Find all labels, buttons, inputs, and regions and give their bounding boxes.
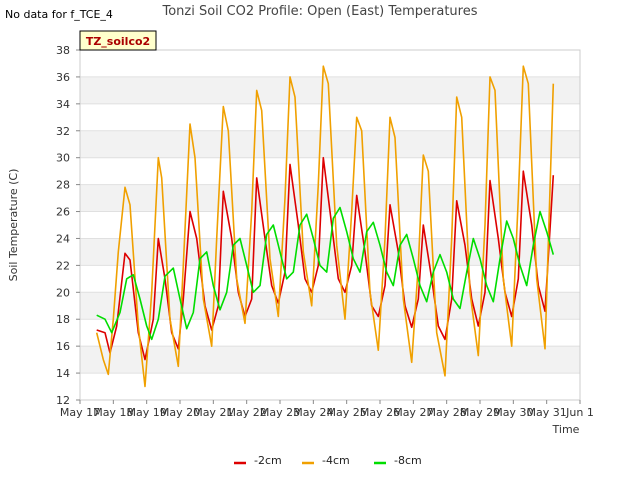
y-tick-label: 36 bbox=[56, 71, 70, 84]
y-tick-label: 20 bbox=[56, 286, 70, 299]
y-tick-label: 14 bbox=[56, 367, 70, 380]
y-tick-label: 30 bbox=[56, 152, 70, 165]
x-tick-label: May 22 bbox=[227, 406, 267, 419]
grid-band bbox=[80, 130, 580, 158]
y-tick-label: 34 bbox=[56, 98, 70, 111]
y-tick-label: 28 bbox=[56, 179, 70, 192]
x-tick-label: May 17 bbox=[60, 406, 100, 419]
x-axis-label: Time bbox=[552, 423, 580, 436]
y-tick-label: 16 bbox=[56, 340, 70, 353]
y-tick-label: 32 bbox=[56, 125, 70, 138]
x-tick-label: May 23 bbox=[260, 406, 300, 419]
grid-band bbox=[80, 76, 580, 104]
x-tick-label: May 19 bbox=[127, 406, 167, 419]
y-tick-label: 38 bbox=[56, 44, 70, 57]
no-data-note: No data for f_TCE_4 bbox=[5, 8, 113, 21]
series-line-minus-8cm bbox=[96, 206, 555, 341]
site-tag-label: TZ_soilco2 bbox=[86, 35, 150, 48]
x-tick-label: May 30 bbox=[493, 406, 533, 419]
site-tag: TZ_soilco2 bbox=[79, 30, 157, 51]
y-tick-label: 18 bbox=[56, 313, 70, 326]
y-tick-label: 22 bbox=[56, 259, 70, 272]
y-tick-label: 24 bbox=[56, 232, 70, 245]
chart-title: Tonzi Soil CO2 Profile: Open (East) Temp… bbox=[161, 4, 477, 19]
x-tick-label: May 31 bbox=[527, 406, 567, 419]
legend-label: -2cm bbox=[254, 454, 282, 467]
x-tick-label: May 24 bbox=[293, 406, 333, 419]
x-tick-label: May 18 bbox=[93, 406, 133, 419]
series-layer bbox=[95, 65, 555, 388]
x-tick-label: Jun 1 bbox=[565, 406, 594, 419]
site-tag-box bbox=[79, 30, 157, 51]
legend: -2cm -4cm -8cm bbox=[234, 454, 422, 467]
x-tick-label: May 25 bbox=[327, 406, 367, 419]
legend-label: -8cm bbox=[394, 454, 422, 467]
x-tick-label: May 21 bbox=[193, 406, 233, 419]
x-tick-label: May 27 bbox=[393, 406, 433, 419]
y-tick-label: 12 bbox=[56, 394, 70, 407]
legend-label: -4cm bbox=[322, 454, 350, 467]
x-tick-label: May 20 bbox=[160, 406, 200, 419]
grid-band bbox=[80, 346, 580, 374]
y-tick-label: 26 bbox=[56, 206, 70, 219]
x-tick-label: May 26 bbox=[360, 406, 400, 419]
y-axis-label: Soil Temperature (C) bbox=[7, 169, 20, 282]
plot-frame bbox=[79, 49, 581, 401]
x-tick-label: May 28 bbox=[427, 406, 467, 419]
grid-band bbox=[80, 292, 580, 320]
x-tick-label: May 29 bbox=[460, 406, 500, 419]
series-line-minus-4cm bbox=[95, 65, 555, 388]
y-axis-ticks: 12 14 16 18 20 22 24 26 28 30 32 34 36 38 bbox=[56, 44, 80, 407]
